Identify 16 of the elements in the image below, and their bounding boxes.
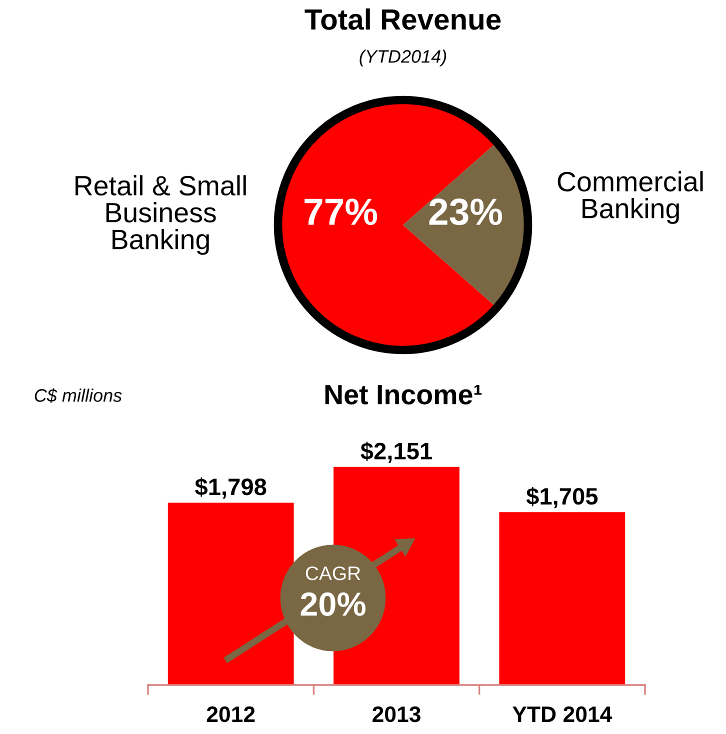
chart-title: Total Revenue xyxy=(304,8,501,30)
chart-title: Net Income¹ xyxy=(325,385,482,404)
data-label: 23% xyxy=(429,198,502,226)
text: C$ millions xyxy=(34,388,122,403)
x-tick-label: 2013 xyxy=(372,706,420,722)
annotation: 20% xyxy=(300,592,366,616)
x-tick-label: YTD 2014 xyxy=(512,706,612,722)
data-label: $2,151 xyxy=(360,442,432,463)
chart-subtitle: (YTD2014) xyxy=(360,50,446,66)
data-label: 77% xyxy=(304,198,378,225)
x-tick-label: 2012 xyxy=(206,706,255,722)
slice-label: Retail & Small Business Banking xyxy=(76,175,246,255)
slice-label: Commercial Banking xyxy=(558,171,703,224)
annotation: CAGR xyxy=(306,566,360,580)
data-label: $1,798 xyxy=(195,477,266,499)
data-label: $1,705 xyxy=(526,486,598,508)
